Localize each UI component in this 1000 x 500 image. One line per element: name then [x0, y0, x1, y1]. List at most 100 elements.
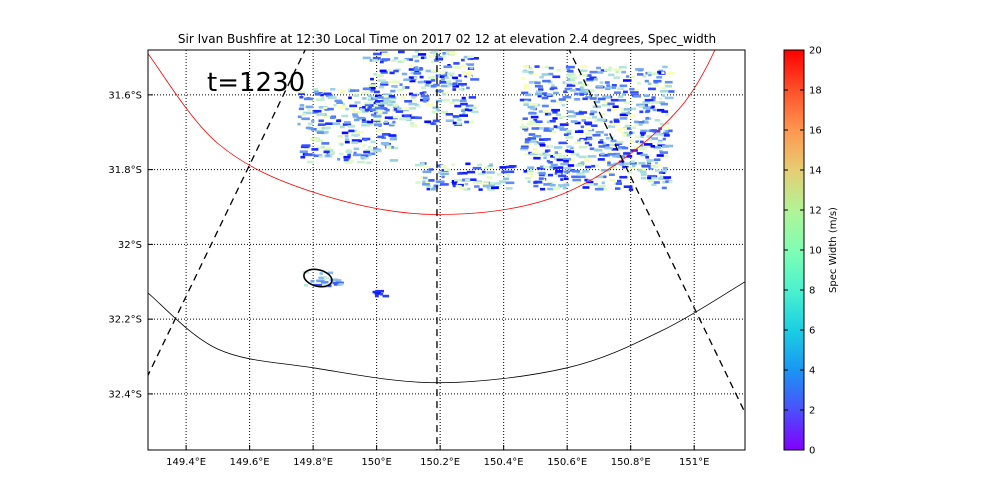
echo-ne-cell	[563, 159, 569, 163]
echo-north-cell	[374, 106, 382, 110]
echo-nw-band-cell	[363, 156, 369, 160]
echo-ne-cell	[597, 158, 605, 161]
echo-nw-band-cell	[353, 151, 357, 155]
echo-north-cell	[419, 75, 424, 79]
echo-ne-cell	[651, 183, 657, 187]
echo-ne-cell	[610, 143, 615, 147]
echo-ne-cell	[571, 175, 580, 179]
echo-ne-cell	[589, 147, 595, 151]
echo-nw-band-cell	[323, 114, 333, 118]
echo-fire-cell	[323, 277, 329, 280]
echo-north-cell	[448, 83, 456, 86]
echo-nw-band-cell	[321, 142, 330, 145]
echo-nw-band-cell	[364, 102, 373, 105]
echo-ne-cell	[589, 70, 598, 74]
echo-center-cell	[489, 163, 494, 166]
echo-center-cell	[490, 186, 499, 190]
echo-ne-cell	[527, 180, 531, 183]
echo-nw-band-cell	[368, 145, 372, 149]
echo-ne-cell	[638, 161, 646, 165]
echo-ne-cell	[657, 163, 662, 167]
echo-nw-band-cell	[382, 111, 388, 115]
echo-ne-cell	[631, 75, 636, 79]
echo-north-cell	[391, 122, 395, 125]
echo-ne-cell	[534, 84, 542, 88]
echo-ne-cell	[651, 105, 655, 109]
echo-nw-band-cell	[343, 121, 351, 124]
echo-ne-cell	[555, 113, 561, 116]
echo-nw-band-cell	[341, 114, 349, 118]
echo-ne-cell	[594, 164, 600, 168]
echo-ne-cell	[644, 103, 648, 107]
echo-nw-band-cell	[345, 107, 349, 111]
echo-nw-band-cell	[314, 93, 321, 96]
echo-north-cell	[376, 74, 384, 78]
echo-north-cell	[377, 108, 382, 112]
echo-center-cell	[493, 182, 502, 185]
echo-north-cell	[419, 92, 425, 95]
echo-ne-cell	[535, 92, 543, 96]
echo-ne-cell	[523, 170, 528, 173]
echo-ne-cell	[548, 66, 554, 70]
echo-north-cell	[451, 76, 458, 80]
echo-ne-cell	[557, 173, 562, 176]
echo-north-cell	[424, 83, 430, 87]
echo-north-cell	[465, 63, 475, 66]
echo-nw-band-cell	[344, 140, 350, 144]
echo-north-cell	[461, 107, 468, 111]
echo-nw-band-cell	[324, 126, 331, 130]
echo-north-cell	[373, 115, 382, 118]
echo-ne-cell	[539, 138, 548, 141]
echo-nw-band-cell	[348, 87, 352, 91]
echo-ne-cell	[638, 142, 643, 145]
echo-north-cell	[393, 69, 399, 73]
echo-nw-band-cell	[297, 122, 301, 126]
echo-ne-cell	[579, 115, 585, 119]
echo-ne-cell	[524, 138, 531, 141]
echo-north-cell	[384, 116, 393, 119]
echo-north-cell	[411, 93, 418, 97]
echo-north-cell	[404, 114, 410, 118]
echo-nw-band-cell	[364, 149, 374, 152]
echo-center-cell	[481, 170, 486, 174]
echo-ne-cell	[567, 115, 577, 118]
echo-ne-cell	[653, 181, 660, 184]
echo-ne-cell	[575, 130, 584, 133]
echo-north-cell	[391, 80, 400, 84]
echo-ne-cell	[662, 94, 666, 97]
echo-north-cell	[422, 56, 427, 59]
echo-ne-cell	[520, 146, 529, 150]
echo-center-cell	[425, 184, 431, 188]
echo-ne-cell	[542, 110, 551, 113]
echo-north-cell	[413, 68, 422, 72]
echo-nw-band-cell	[307, 122, 314, 126]
echo-north-cell	[387, 68, 392, 72]
echo-ne-cell	[600, 69, 607, 72]
echo-nw-band-cell	[342, 103, 346, 106]
echo-center-cell	[422, 183, 430, 186]
echo-ne-cell	[655, 169, 660, 172]
echo-nw-band-cell	[337, 135, 343, 138]
echo-ne-cell	[623, 79, 632, 82]
left-beam	[148, 50, 306, 376]
echo-ne-cell	[664, 80, 673, 84]
x-tick-label-1: 149.6°E	[230, 457, 270, 468]
echo-north-cell	[469, 106, 477, 110]
echo-nw-band-cell	[385, 108, 390, 112]
echo-fire-cell	[337, 282, 344, 286]
echo-nw-band-cell	[310, 128, 317, 131]
echo-north-cell	[367, 106, 372, 109]
echo-ne-cell	[531, 151, 541, 155]
echo-ne-cell	[543, 138, 551, 141]
echo-ne-cell	[629, 87, 635, 91]
echo-north-cell	[452, 115, 459, 118]
echo-small-cell	[379, 292, 384, 296]
echo-ne-cell	[524, 153, 532, 156]
echo-north-cell	[384, 120, 389, 124]
echo-ne-cell	[651, 72, 659, 76]
echo-center-cell	[440, 183, 449, 186]
echo-nw-band-cell	[365, 161, 372, 165]
echo-ne-cell	[596, 85, 604, 88]
echo-ne-cell	[531, 127, 540, 130]
echo-north-cell	[415, 103, 419, 107]
